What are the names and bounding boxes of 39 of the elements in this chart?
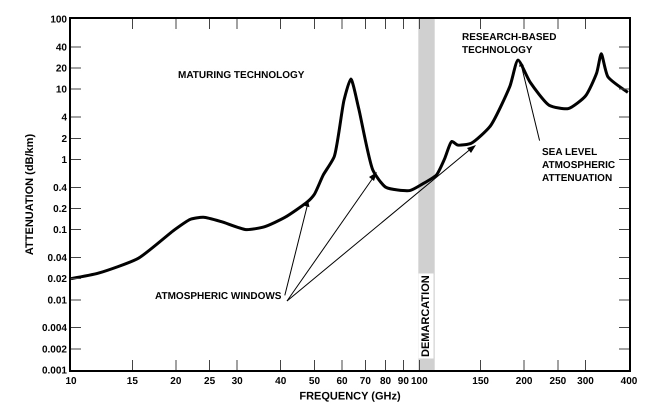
y-tick-label: 2 xyxy=(61,134,68,145)
y-tick-label: 0.02 xyxy=(48,274,68,286)
x-tick-label: 20 xyxy=(170,376,182,387)
annotation: RESEARCH-BASED TECHNOLOGY xyxy=(462,32,556,56)
y-tick-label: 100 xyxy=(50,14,68,26)
y-tick-label: 0.01 xyxy=(48,295,68,306)
y-axis-title: ATTENUATION (dB/km) xyxy=(24,134,36,256)
x-tick-label: 400 xyxy=(620,376,638,387)
y-tick-label: 0.4 xyxy=(53,182,68,194)
y-tick-label: 1 xyxy=(61,154,68,166)
x-tick-label: 30 xyxy=(232,376,244,387)
y-tick-label: 40 xyxy=(56,42,68,54)
y-tick-label: 4 xyxy=(61,112,68,124)
x-tick-label: 60 xyxy=(336,376,348,387)
y-tick-label: 10 xyxy=(56,84,68,96)
y-tick-label: 20 xyxy=(56,64,68,75)
x-tick-label: 70 xyxy=(360,376,372,387)
annotation: ATMOSPHERIC WINDOWS xyxy=(155,291,282,302)
band-label: DEMARCATION xyxy=(420,275,432,357)
x-tick-label: 200 xyxy=(516,376,533,387)
x-tick-label: 150 xyxy=(472,376,490,387)
x-tick-label: 250 xyxy=(550,376,567,387)
y-tick-label: 0.04 xyxy=(48,253,68,264)
y-tick-label: 0.1 xyxy=(53,225,68,236)
x-tick-label: 25 xyxy=(204,376,216,387)
x-tick-label: 15 xyxy=(126,376,138,387)
y-tick-label: 0.2 xyxy=(53,204,68,215)
annotation: SEA LEVEL ATMOSPHERIC ATTENUATION xyxy=(542,147,616,184)
x-tick-label: 80 xyxy=(380,376,392,387)
x-tick-label: 90 xyxy=(398,376,410,387)
y-tick-label: 0.001 xyxy=(42,366,68,376)
x-tick-label: 300 xyxy=(577,376,594,387)
y-tick-label: 0.004 xyxy=(42,323,68,334)
annotation: MATURING TECHNOLOGY xyxy=(178,70,305,81)
x-tick-label: 50 xyxy=(308,376,320,387)
x-tick-label: 100 xyxy=(410,376,428,387)
x-tick-label: 40 xyxy=(275,376,287,387)
x-axis-title: FREQUENCY (GHz) xyxy=(299,390,401,403)
y-tick-label: 0.002 xyxy=(42,344,68,356)
